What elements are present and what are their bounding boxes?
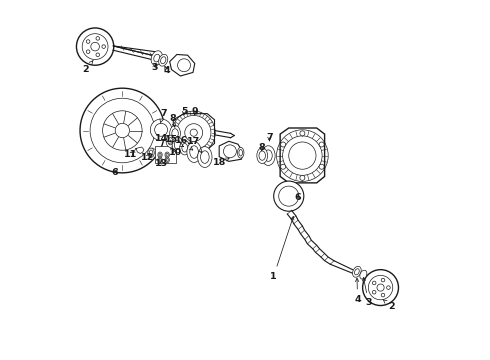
Text: 3: 3 <box>151 63 157 72</box>
Text: 8: 8 <box>169 114 176 127</box>
Circle shape <box>86 40 90 43</box>
Circle shape <box>319 142 324 147</box>
Ellipse shape <box>360 270 367 279</box>
Circle shape <box>387 286 390 289</box>
Circle shape <box>381 278 385 282</box>
Circle shape <box>319 164 324 169</box>
Text: 6: 6 <box>112 168 119 177</box>
Text: 4: 4 <box>164 66 170 75</box>
Circle shape <box>96 53 99 57</box>
Ellipse shape <box>197 147 212 167</box>
Ellipse shape <box>187 141 201 162</box>
Ellipse shape <box>158 157 162 163</box>
Circle shape <box>381 293 385 297</box>
Ellipse shape <box>159 54 168 66</box>
Text: 7: 7 <box>266 133 273 142</box>
Text: 12: 12 <box>141 153 154 162</box>
Text: 11: 11 <box>124 150 138 159</box>
Circle shape <box>300 175 305 180</box>
Text: 5: 5 <box>181 107 187 116</box>
Ellipse shape <box>158 152 162 158</box>
Ellipse shape <box>353 266 361 277</box>
Ellipse shape <box>262 146 275 166</box>
Ellipse shape <box>257 148 268 163</box>
Ellipse shape <box>165 157 170 163</box>
Text: 2: 2 <box>383 300 394 311</box>
Bar <box>155 145 176 163</box>
Text: 10: 10 <box>169 148 182 157</box>
Ellipse shape <box>180 140 190 155</box>
Polygon shape <box>173 114 215 149</box>
Ellipse shape <box>166 135 175 147</box>
Circle shape <box>300 131 305 136</box>
Ellipse shape <box>172 137 183 153</box>
Circle shape <box>372 291 376 294</box>
Circle shape <box>80 88 165 173</box>
Polygon shape <box>170 54 195 76</box>
Circle shape <box>274 181 304 211</box>
Text: 18: 18 <box>213 158 229 167</box>
Text: 4: 4 <box>354 278 361 303</box>
Polygon shape <box>219 141 243 161</box>
Circle shape <box>281 164 286 169</box>
Text: 13: 13 <box>155 159 169 168</box>
Text: 17: 17 <box>187 137 202 153</box>
Text: 3: 3 <box>363 278 372 307</box>
Polygon shape <box>280 128 324 183</box>
Text: 1: 1 <box>270 216 294 280</box>
Circle shape <box>86 50 90 53</box>
Text: 16: 16 <box>174 136 193 150</box>
Circle shape <box>281 142 286 147</box>
Circle shape <box>363 270 398 306</box>
Circle shape <box>372 281 376 285</box>
Text: 14: 14 <box>154 134 173 143</box>
Text: 9: 9 <box>192 107 198 116</box>
Circle shape <box>96 37 99 40</box>
Text: 6: 6 <box>295 193 301 202</box>
Circle shape <box>76 28 114 65</box>
Ellipse shape <box>148 148 154 157</box>
Text: 15: 15 <box>165 135 183 147</box>
Circle shape <box>102 45 105 48</box>
Text: 8: 8 <box>258 143 265 152</box>
Ellipse shape <box>238 147 244 158</box>
Text: 2: 2 <box>82 60 93 74</box>
Ellipse shape <box>165 152 170 158</box>
Ellipse shape <box>151 51 163 66</box>
Text: 7: 7 <box>160 109 167 123</box>
Ellipse shape <box>170 126 180 141</box>
Circle shape <box>150 119 172 140</box>
